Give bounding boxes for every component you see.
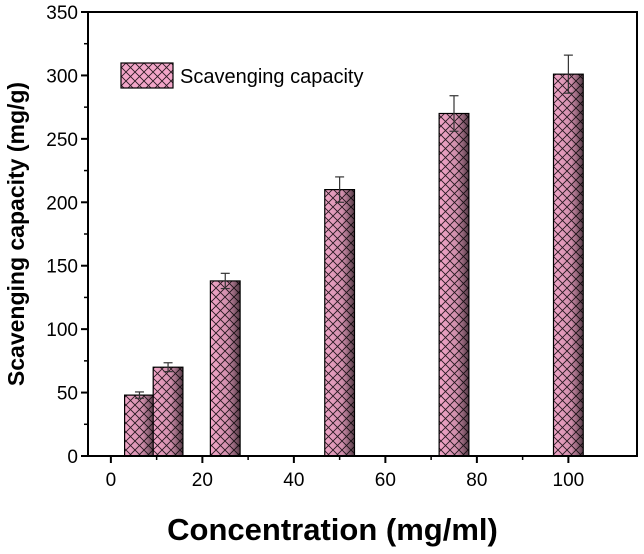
- bar: [152, 366, 184, 457]
- bar: [123, 394, 155, 457]
- legend-swatch: [120, 62, 174, 89]
- x-axis-title: Concentration (mg/ml): [167, 512, 498, 547]
- plot-area: 0 20 40 60 80 100 0 50 100 150 200 250 300 350: [46, 3, 638, 491]
- y-tick-label: 200: [46, 193, 78, 214]
- bar: [324, 189, 356, 457]
- x-tick-label: 20: [192, 470, 213, 491]
- x-ticks: 0 20 40 60 80 100: [106, 456, 585, 491]
- y-tick-label: 350: [46, 3, 78, 24]
- bars: [123, 73, 584, 457]
- error-bar: [134, 391, 144, 399]
- legend: Scavenging capacity: [120, 62, 363, 89]
- y-tick-label: 0: [67, 447, 78, 468]
- bar: [209, 280, 241, 457]
- bar: [552, 73, 584, 457]
- x-tick-label: 0: [106, 470, 117, 491]
- error-bar: [220, 272, 230, 290]
- error-bar: [563, 54, 573, 94]
- y-tick-label: 50: [57, 384, 78, 405]
- y-tick-label: 150: [46, 257, 78, 278]
- legend-label: Scavenging capacity: [180, 66, 363, 88]
- error-bar: [335, 176, 345, 203]
- x-tick-label: 40: [283, 470, 304, 491]
- bar: [438, 112, 470, 457]
- x-tick-label: 60: [375, 470, 396, 491]
- error-bar: [449, 95, 459, 132]
- x-tick-label: 100: [553, 470, 585, 491]
- y-tick-label: 300: [46, 66, 78, 87]
- y-tick-label: 100: [46, 320, 78, 341]
- y-axis-title: Scavenging capacity (mg/g): [3, 82, 29, 386]
- y-ticks: 0 50 100 150 200 250 300 350: [46, 3, 88, 468]
- error-bars: [134, 54, 573, 399]
- y-tick-label: 250: [46, 130, 78, 151]
- error-bar: [163, 362, 173, 373]
- x-tick-label: 80: [466, 470, 487, 491]
